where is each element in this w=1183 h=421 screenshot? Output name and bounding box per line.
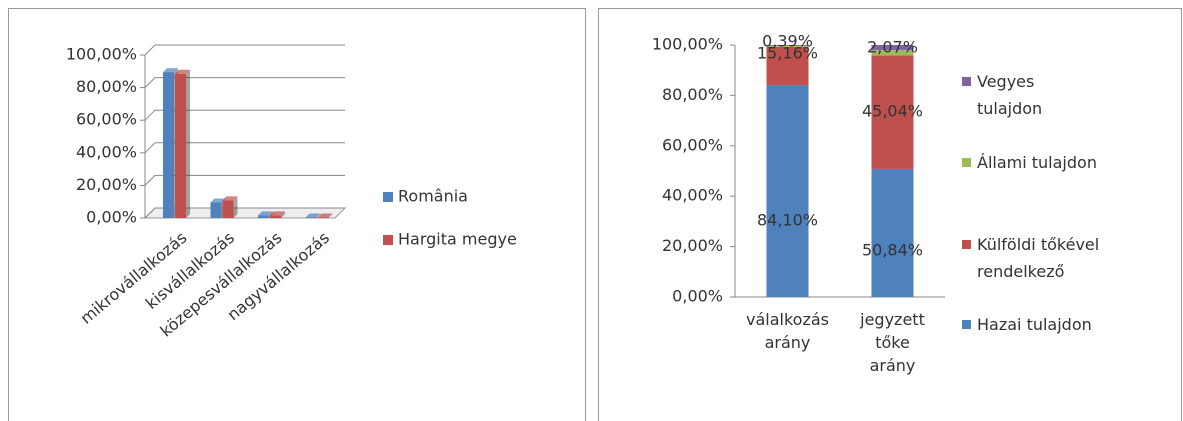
legend-label: Külföldi tőkével rendelkező xyxy=(977,235,1099,281)
y-tick-label: 20,00% xyxy=(76,175,137,194)
legend-label: Hargita megye xyxy=(398,230,517,249)
y-tick-label: 80,00% xyxy=(662,85,723,104)
y-tick-label: 60,00% xyxy=(76,110,137,129)
bar-segment xyxy=(871,50,914,56)
bar-segment xyxy=(766,85,809,298)
bar-side xyxy=(281,211,285,218)
x-tick-label: jegyzett tőke arány xyxy=(859,310,925,375)
bar-segment xyxy=(871,45,914,51)
bar xyxy=(175,69,190,219)
legend-swatch xyxy=(962,77,971,86)
legend-label: Vegyes tulajdon xyxy=(977,72,1042,118)
bar-top xyxy=(305,213,321,218)
bar-top xyxy=(175,69,190,74)
legend-swatch xyxy=(962,158,971,167)
bar-side xyxy=(233,196,238,218)
bar-side xyxy=(186,69,190,219)
y-tick-label: 0,00% xyxy=(86,208,137,227)
bar-top xyxy=(222,196,238,201)
right-frame xyxy=(598,8,1182,421)
bar-side xyxy=(328,213,333,218)
bar-segment xyxy=(871,55,914,169)
y-tick-label: 100,00% xyxy=(652,35,723,54)
bar-side xyxy=(316,213,321,218)
legend-label: Állami tulajdon xyxy=(977,153,1097,172)
bar-top xyxy=(210,198,226,203)
grid-line xyxy=(144,77,345,88)
y-tick-label: 40,00% xyxy=(76,142,137,161)
bar-segment xyxy=(766,45,809,47)
data-label: 50,84% xyxy=(862,240,923,259)
left-frame xyxy=(8,8,586,421)
legend-swatch xyxy=(962,320,971,329)
bar-front xyxy=(210,202,222,218)
y-tick-label: 100,00% xyxy=(66,45,137,64)
bar xyxy=(222,196,238,218)
data-label: 2,07% xyxy=(867,38,918,57)
y-tick-label: 0,00% xyxy=(672,287,723,306)
data-label: 45,04% xyxy=(862,102,923,121)
bar xyxy=(305,213,321,218)
bar-top xyxy=(317,213,333,218)
x-tick-label: válalkozás arány xyxy=(746,310,829,352)
data-label: 15,16% xyxy=(757,43,818,62)
bar-front xyxy=(175,73,186,219)
y-tick-label: 20,00% xyxy=(662,236,723,255)
bar xyxy=(317,213,333,218)
bar xyxy=(270,211,285,218)
bar-segment xyxy=(766,45,809,46)
bar-top xyxy=(270,211,285,216)
grid-line xyxy=(144,142,345,154)
y-tick-label: 40,00% xyxy=(662,186,723,205)
legend-label: România xyxy=(398,187,468,206)
bar-segment xyxy=(766,46,809,86)
y-tick-label: 80,00% xyxy=(76,77,137,96)
legend-swatch xyxy=(383,192,393,202)
legend-swatch xyxy=(962,240,971,249)
legend-swatch xyxy=(383,235,393,245)
bar-top xyxy=(163,68,178,73)
y-tick-label: 60,00% xyxy=(662,135,723,154)
data-label: 0,39% xyxy=(762,31,813,50)
bar-front xyxy=(222,200,234,218)
legend-label: Hazai tulajdon xyxy=(977,315,1092,334)
bar-top xyxy=(258,211,273,216)
bar-front xyxy=(258,215,269,218)
data-label: 84,10% xyxy=(757,211,818,230)
bar-front xyxy=(270,215,281,218)
grid-line xyxy=(144,174,345,186)
grid-line xyxy=(144,207,345,219)
bar-segment xyxy=(871,168,914,297)
grid-line xyxy=(144,44,345,56)
bar-front xyxy=(163,72,174,219)
grid-line xyxy=(144,109,345,121)
